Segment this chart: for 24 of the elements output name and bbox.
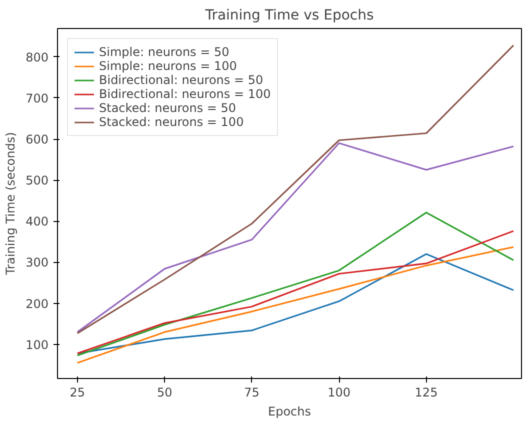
x-tick-label: 125: [414, 386, 438, 400]
y-tick-label: 200: [26, 296, 48, 311]
line-series: [76, 142, 514, 333]
legend-label: Bidirectional: neurons = 100: [99, 87, 271, 101]
legend-label: Stacked: neurons = 50: [99, 101, 236, 115]
x-tick-label: 75: [244, 386, 260, 400]
legend-label: Stacked: neurons = 100: [99, 115, 244, 129]
x-tick-label: 25: [70, 386, 86, 400]
y-tick-label: 700: [26, 91, 48, 106]
line-series: [76, 44, 514, 334]
y-tick-label: 600: [26, 132, 48, 147]
x-axis-title: Epochs: [268, 404, 311, 418]
legend-label: Simple: neurons = 50: [99, 45, 230, 59]
legend-label: Simple: neurons = 100: [99, 59, 237, 73]
y-tick-label: 300: [26, 256, 48, 270]
x-tick-label: 100: [328, 386, 350, 400]
y-tick-label: 100: [26, 338, 48, 352]
y-tick-label: 500: [26, 174, 48, 188]
chart-title: Training Time vs Epochs: [204, 8, 374, 24]
y-tick-label: 400: [26, 214, 48, 229]
y-tick-label: 800: [26, 50, 48, 64]
legend-label: Bidirectional: neurons = 50: [99, 73, 264, 87]
y-axis-title: Training Time (seconds): [4, 132, 18, 276]
x-tick-label: 50: [156, 386, 172, 400]
